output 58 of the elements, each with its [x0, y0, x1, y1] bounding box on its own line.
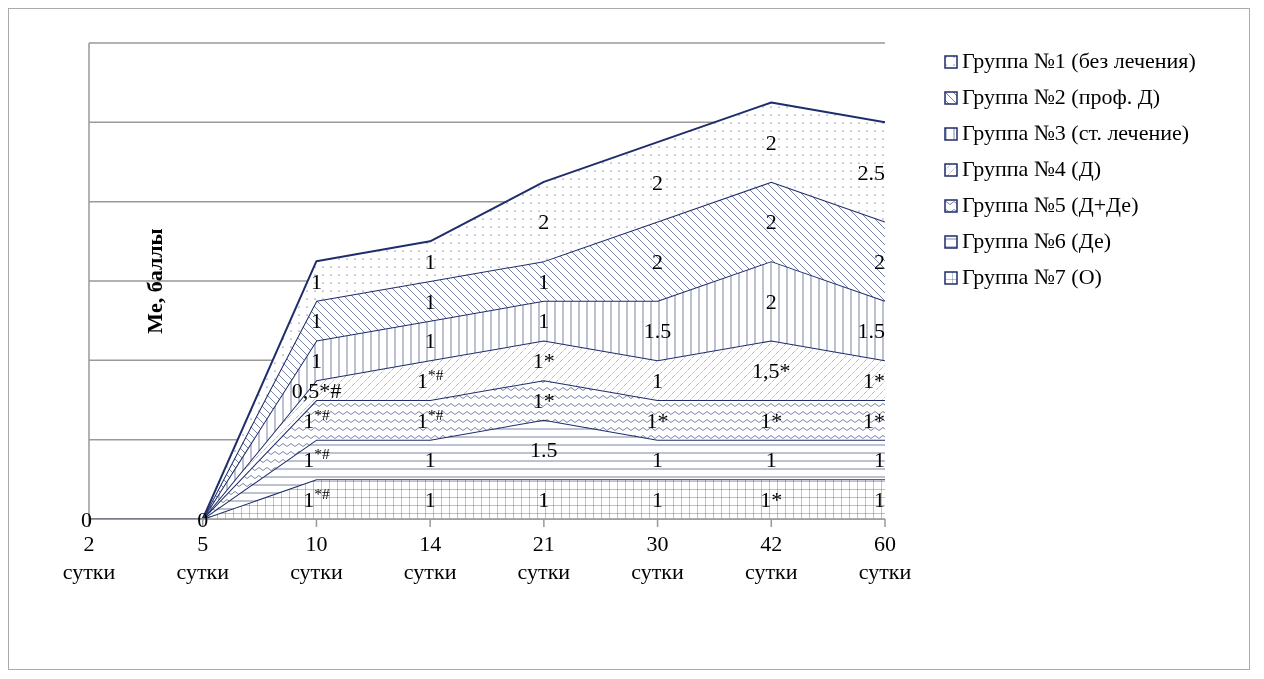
data-label: 1: [424, 486, 436, 512]
data-label: 1$^{*#}$: [303, 484, 330, 512]
data-label: 1: [424, 328, 436, 354]
x-tick-label: 30 сутки: [631, 531, 685, 584]
legend-label: Группа №4 (Д): [962, 156, 1102, 181]
data-label: 1$^{*#}$: [416, 405, 444, 433]
data-label: 2: [765, 129, 777, 155]
data-label: 1.5: [530, 437, 558, 463]
data-label: 1*: [760, 407, 783, 433]
data-label: 1$^{*#}$: [416, 365, 444, 393]
y-axis-title: Me, баллы: [141, 228, 167, 334]
data-label: 1$^{*#}$: [303, 405, 330, 433]
data-label: 2: [765, 209, 777, 235]
data-label: 1: [538, 486, 550, 512]
data-label: 2: [874, 248, 885, 274]
data-label: 1*: [532, 348, 555, 374]
data-label: 1*: [646, 407, 669, 433]
data-label: 1$^{*#}$: [303, 444, 330, 473]
legend-label: Группа №7 (О): [962, 264, 1102, 289]
x-tick-label: 5 сутки: [176, 531, 230, 584]
legend-label: Группа №6 (Де): [962, 228, 1112, 253]
data-label: 1.5: [857, 318, 885, 344]
data-label: 1: [424, 248, 436, 274]
legend-label: Группа №3 (ст. лечение): [962, 120, 1190, 145]
data-label: 2: [765, 288, 777, 314]
data-label: 1: [310, 348, 322, 374]
data-label: 1: [765, 447, 777, 473]
legend-label: Группа №5 (Д+Де): [962, 192, 1139, 217]
x-tick-label: 60 сутки: [858, 531, 912, 584]
data-label: 1,5*: [752, 357, 791, 383]
data-label: 2: [652, 248, 664, 274]
data-label: 1: [538, 308, 550, 334]
data-label: 1: [424, 447, 436, 473]
data-label: 1: [538, 268, 550, 294]
data-label: 1: [424, 288, 436, 314]
data-label: 1*: [863, 367, 885, 393]
data-label: 2.5: [857, 159, 885, 185]
x-tick-label: 2 сутки: [62, 531, 116, 584]
data-label: 1: [652, 367, 664, 393]
data-label: 1: [310, 268, 322, 294]
data-label: 2: [652, 169, 664, 195]
x-tick-label: 10 сутки: [290, 531, 343, 584]
legend-label: Группа №1 (без лечения): [962, 48, 1196, 73]
x-tick-label: 14 сутки: [403, 531, 457, 584]
legend-label: Группа №2 (проф. Д): [962, 84, 1161, 109]
data-label: 1: [652, 447, 664, 473]
x-tick-label: 42 сутки: [745, 531, 798, 584]
data-label: 1: [874, 447, 885, 473]
data-label: 2: [538, 209, 550, 235]
data-label: 1*: [863, 407, 885, 433]
data-label: 0: [81, 506, 92, 532]
data-label: 1*: [532, 387, 555, 413]
data-label: 1: [874, 486, 885, 512]
data-label: 1.5: [643, 318, 672, 344]
data-label: 1: [310, 308, 322, 334]
x-tick-label: 21 сутки: [517, 531, 571, 584]
data-label: 1*: [760, 486, 783, 512]
data-label: 1: [652, 486, 664, 512]
